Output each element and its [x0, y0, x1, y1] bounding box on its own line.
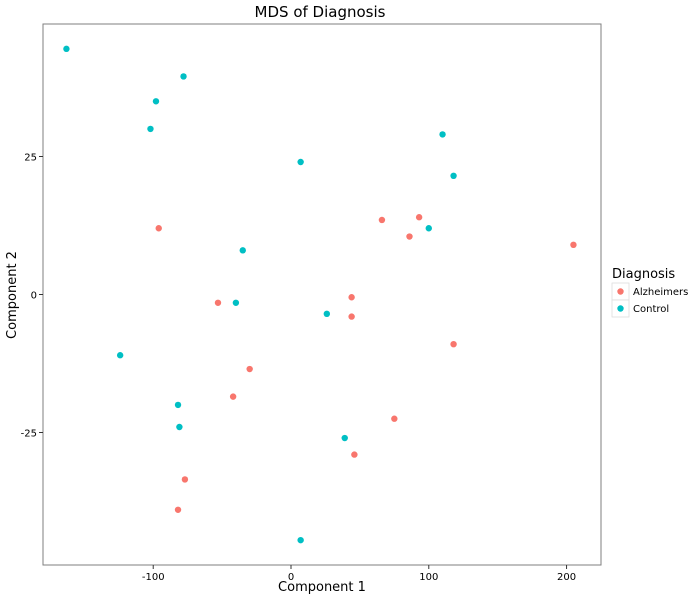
- point-alzheimers: [450, 340, 457, 348]
- point-alzheimers: [155, 225, 162, 232]
- point-control: [425, 225, 432, 232]
- point-control: [297, 536, 304, 544]
- point-control: [180, 73, 187, 80]
- point-alzheimers: [415, 214, 423, 221]
- y-tick-label: 25: [24, 152, 37, 163]
- chart-title: MDS of Diagnosis: [255, 3, 386, 21]
- y-axis-title: Component 2: [5, 251, 20, 339]
- legend: Diagnosis Alzheimers Control: [611, 267, 688, 318]
- data-points: [63, 45, 577, 544]
- point-alzheimers: [181, 476, 189, 483]
- point-alzheimers: [351, 451, 358, 458]
- legend-title: Diagnosis: [612, 267, 675, 282]
- point-alzheimers: [214, 299, 222, 306]
- x-tick-label: -100: [142, 572, 165, 583]
- x-tick-label: 100: [419, 572, 438, 583]
- point-alzheimers: [348, 294, 355, 301]
- x-tick-label: 200: [557, 572, 576, 583]
- legend-swatch-control: [617, 305, 624, 312]
- y-axis: -25 0 25: [21, 152, 43, 440]
- point-alzheimers: [391, 415, 398, 422]
- x-tick-label: 0: [288, 572, 294, 583]
- point-control: [176, 423, 183, 431]
- point-alzheimers: [378, 216, 386, 224]
- point-alzheimers: [174, 506, 182, 513]
- legend-label-alzheimers: Alzheimers: [633, 287, 688, 298]
- point-alzheimers: [348, 313, 355, 320]
- point-control: [323, 310, 331, 318]
- point-control: [63, 45, 70, 53]
- point-control: [232, 299, 240, 306]
- point-control: [297, 158, 304, 166]
- y-tick-label: 0: [31, 291, 37, 302]
- point-alzheimers: [246, 365, 253, 373]
- point-alzheimers: [406, 233, 413, 240]
- point-control: [450, 172, 457, 180]
- legend-label-control: Control: [633, 304, 669, 315]
- point-control: [152, 98, 160, 105]
- y-tick-label: -25: [21, 429, 37, 440]
- point-control: [239, 247, 246, 254]
- x-axis-title: Component 1: [278, 580, 366, 595]
- point-control: [116, 352, 124, 359]
- point-alzheimers: [570, 241, 577, 249]
- point-control: [174, 401, 182, 409]
- point-control: [341, 434, 348, 442]
- point-control: [439, 131, 446, 138]
- plot-panel: [42, 23, 602, 566]
- legend-swatch-alzheimers: [617, 288, 624, 295]
- x-axis: -100 0 100 200: [142, 565, 576, 583]
- point-control: [147, 125, 154, 133]
- point-alzheimers: [229, 393, 237, 400]
